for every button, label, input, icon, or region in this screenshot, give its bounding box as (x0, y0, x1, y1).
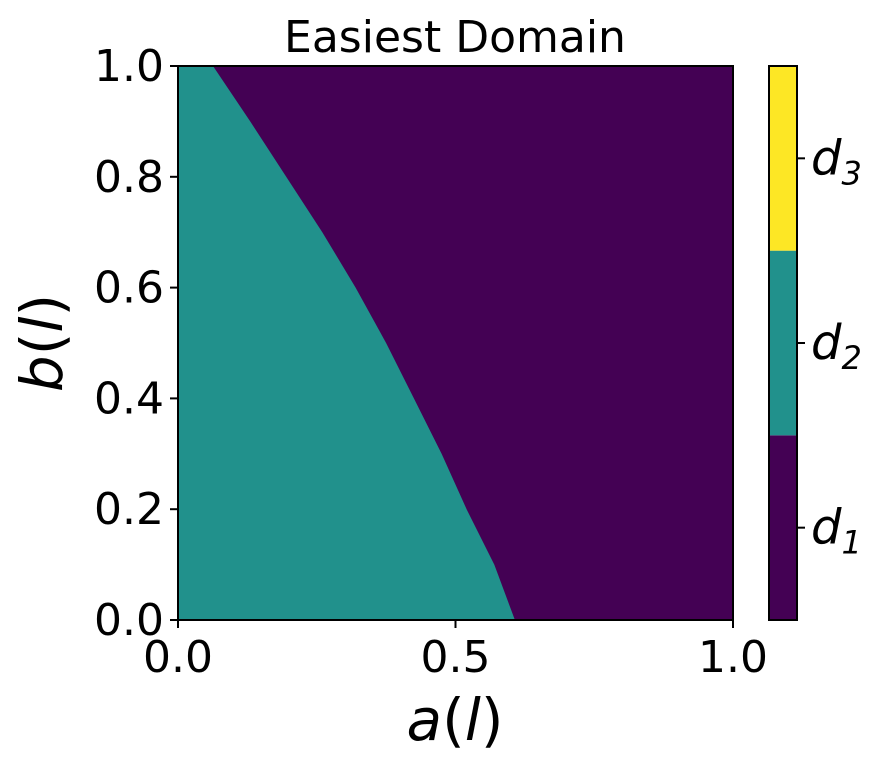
y-axis-label: b(l) (8, 294, 76, 392)
x-tick-label: 0.0 (143, 632, 213, 683)
colorbar-label: d2 (811, 315, 862, 377)
region-d2 (178, 66, 515, 620)
y-tick-label: 0.4 (94, 373, 164, 424)
y-tick-label: 0.0 (94, 595, 164, 646)
y-tick-label: 0.6 (94, 263, 164, 314)
y-axis-ticks: 0.0 0.2 0.4 0.6 0.8 1.0 (94, 41, 178, 646)
colorbar-label: d3 (811, 130, 862, 192)
colorbar-segment-d2 (769, 250, 797, 436)
y-tick-label: 0.2 (94, 484, 164, 535)
x-axis-label: a(l) (407, 686, 504, 754)
colorbar-frame (768, 65, 798, 621)
colorbar: d1 d2 d3 (768, 65, 862, 621)
plot-area (177, 65, 734, 621)
colorbar-label: d1 (811, 500, 862, 562)
x-axis-ticks: 0.0 0.5 1.0 (143, 620, 768, 683)
y-tick-label: 0.8 (94, 152, 164, 203)
x-tick-label: 1.0 (698, 632, 768, 683)
chart-title: Easiest Domain (284, 12, 626, 63)
x-tick-label: 0.5 (421, 632, 491, 683)
colorbar-segment-d3 (769, 66, 797, 251)
y-tick-label: 1.0 (94, 41, 164, 92)
colorbar-segment-d1 (769, 435, 797, 620)
